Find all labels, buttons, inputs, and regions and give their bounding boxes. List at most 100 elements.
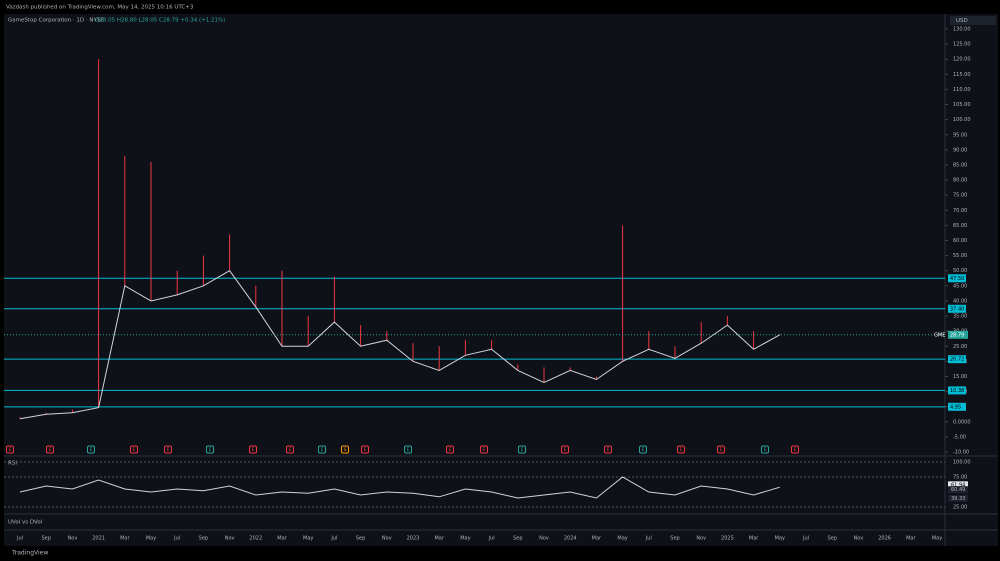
event-label: E <box>364 447 367 453</box>
event-marker <box>446 445 454 454</box>
x-tick-label: May <box>146 536 156 542</box>
event-label: E <box>449 447 452 453</box>
y-tick-label: 65.00 <box>953 223 967 229</box>
x-tick-label: Nov <box>382 536 392 542</box>
event-label: E <box>607 447 610 453</box>
y-tick-label: 90.00 <box>953 147 967 153</box>
plot: 130.00 125.00 120.00 115.00 110.00 105.00 100.… <box>4 27 971 542</box>
x-tick-label: May <box>303 536 313 542</box>
y-tick-label: 70.00 <box>953 208 967 214</box>
x-tick-label: Jul <box>645 536 652 542</box>
y-tick-label: 15.00 <box>953 374 967 380</box>
x-tick-label: Sep <box>356 536 365 542</box>
x-tick-label: 2026 <box>878 536 891 542</box>
y-tick-label: 85.00 <box>953 162 967 168</box>
y-tick-label: 60.00 <box>953 238 967 244</box>
x-tick-label: Nov <box>68 536 78 542</box>
event-label: E <box>521 447 524 453</box>
x-tick-label: Nov <box>225 536 235 542</box>
rsi-value-box <box>948 481 968 489</box>
level-label: 37.40 <box>950 306 964 312</box>
y-tick-label: 55.00 <box>953 253 967 259</box>
event-label: E <box>483 447 486 453</box>
y-tick-label: 0.0000 <box>953 419 971 425</box>
x-tick-label: 2025 <box>721 536 734 542</box>
event-label: E <box>209 447 212 453</box>
y-tick-label: 130.00 <box>953 27 971 33</box>
rsi-value-box <box>948 486 968 494</box>
event-marker <box>404 445 412 454</box>
event-label: S <box>344 447 347 453</box>
event-label: E <box>9 447 12 453</box>
rsi-value-label: 61.94 <box>951 482 965 488</box>
y-tick-label: -5.00 <box>953 434 966 440</box>
y-tick-label: 50.00 <box>953 268 967 274</box>
rsi-title: RSI <box>8 461 17 467</box>
event-marker <box>604 445 612 454</box>
event-marker <box>206 445 214 454</box>
x-tick-label: May <box>932 536 942 542</box>
x-tick-label: Sep <box>670 536 679 542</box>
event-marker <box>46 445 54 454</box>
price-line <box>19 270 781 420</box>
x-tick-label: Mar <box>434 536 444 542</box>
level-label: 47.50 <box>950 276 964 282</box>
event-marker <box>6 445 14 454</box>
level-label-box <box>948 304 966 313</box>
x-tick-label: May <box>775 536 785 542</box>
event-label: E <box>49 447 52 453</box>
rsi-value-label: 39.33 <box>951 496 965 502</box>
x-tick-label: 2023 <box>407 536 420 542</box>
y-tick-label: 100.00 <box>953 117 971 123</box>
event-label: E <box>794 447 797 453</box>
x-tick-label: Jul <box>330 536 337 542</box>
event-label: E <box>90 447 93 453</box>
y-tick-label: 105.00 <box>953 102 971 108</box>
x-tick-label: Jul <box>488 536 495 542</box>
event-label: E <box>167 447 170 453</box>
rsi-line <box>19 476 780 499</box>
x-tick-label: Jul <box>802 536 809 542</box>
level-label: 20.72 <box>950 357 964 363</box>
y-tick-label: 115.00 <box>953 72 971 78</box>
x-tick-label: May <box>617 536 627 542</box>
y-tick-label: 40.00 <box>953 298 967 304</box>
y-tick-label: 110.00 <box>953 87 971 93</box>
x-tick-label: Nov <box>696 536 706 542</box>
rsi-tick-label: 25.00 <box>953 505 967 511</box>
x-tick-label: Mar <box>592 536 602 542</box>
event-label: E <box>720 447 723 453</box>
x-tick-label: Sep <box>199 536 208 542</box>
event-marker <box>791 445 799 454</box>
currency[interactable]: USD <box>956 18 968 24</box>
x-tick-label: 2022 <box>249 536 262 542</box>
x-tick-label: Mar <box>120 536 130 542</box>
event-marker <box>639 445 647 454</box>
currency-box[interactable] <box>950 16 996 25</box>
event-label: E <box>642 447 645 453</box>
x-tick-label: 2021 <box>92 536 105 542</box>
level-label: 10.38 <box>950 388 964 394</box>
x-tick-label: Sep <box>827 536 836 542</box>
volume-title: UVol vs DVol <box>8 520 43 526</box>
event-marker <box>249 445 257 454</box>
x-tick-label: Mar <box>906 536 916 542</box>
rsi-value-label: 60.49 <box>951 487 965 493</box>
last-price-box <box>948 330 968 339</box>
x-tick-label: Mar <box>749 536 759 542</box>
last-price-symbol: GME <box>934 332 945 338</box>
event-marker <box>318 445 326 454</box>
symbol: GameStop Corporation · 1D · NYSE <box>8 18 104 24</box>
y-tick-label: 125.00 <box>953 42 971 48</box>
y-tick-label: 35.00 <box>953 314 967 320</box>
y-tick-label: -10.00 <box>953 450 969 456</box>
event-label: E <box>680 447 683 453</box>
event-marker <box>341 445 349 454</box>
ohlc: O28.05 H28.80 L28.05 C28.79 +0.34 (+1.21… <box>95 18 225 24</box>
x-tick-label: Nov <box>854 536 864 542</box>
event-label: E <box>133 447 136 453</box>
y-tick-label: 75.00 <box>953 193 967 199</box>
event-marker <box>87 445 95 454</box>
event-label: E <box>289 447 292 453</box>
